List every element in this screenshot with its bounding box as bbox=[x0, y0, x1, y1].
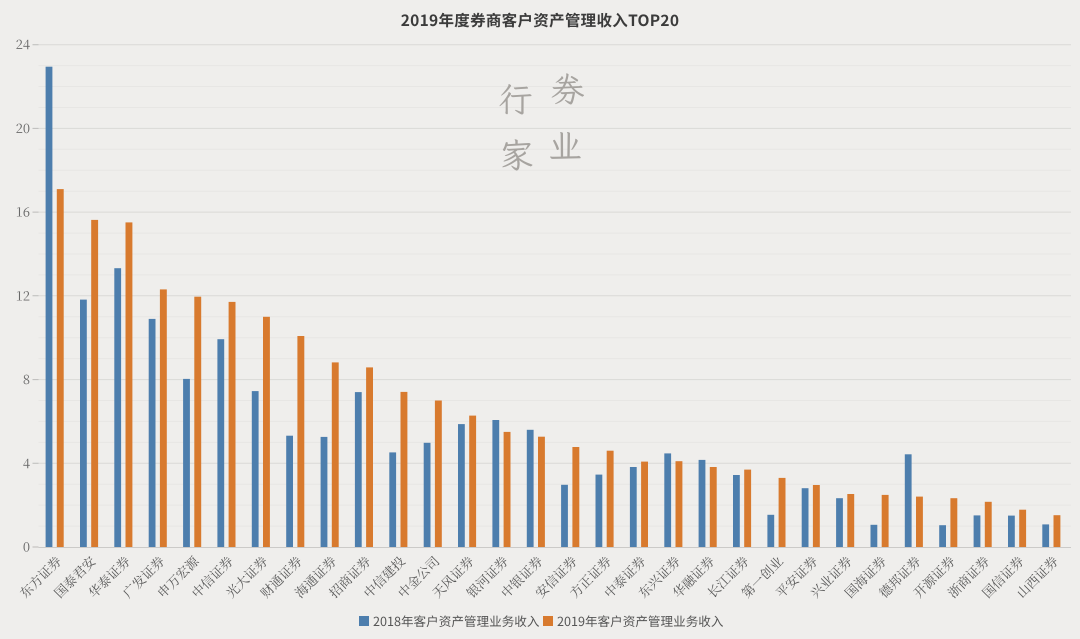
svg-text:券: 券 bbox=[551, 66, 585, 111]
svg-text:行: 行 bbox=[499, 76, 533, 121]
svg-text:2019年客户资产管理业务收入: 2019年客户资产管理业务收入 bbox=[557, 611, 724, 630]
svg-text:4: 4 bbox=[23, 453, 30, 472]
svg-text:家: 家 bbox=[500, 132, 534, 177]
svg-text:8: 8 bbox=[23, 369, 30, 388]
svg-text:0: 0 bbox=[23, 537, 30, 556]
svg-text:12: 12 bbox=[16, 285, 30, 304]
svg-text:20: 20 bbox=[16, 118, 30, 137]
svg-text:2018年客户资产管理业务收入: 2018年客户资产管理业务收入 bbox=[373, 611, 540, 630]
svg-text:业: 业 bbox=[549, 123, 583, 168]
svg-text:16: 16 bbox=[16, 202, 30, 221]
svg-text:24: 24 bbox=[16, 34, 30, 53]
svg-text:2019年度券商客户资产管理收入TOP20: 2019年度券商客户资产管理收入TOP20 bbox=[401, 9, 680, 31]
